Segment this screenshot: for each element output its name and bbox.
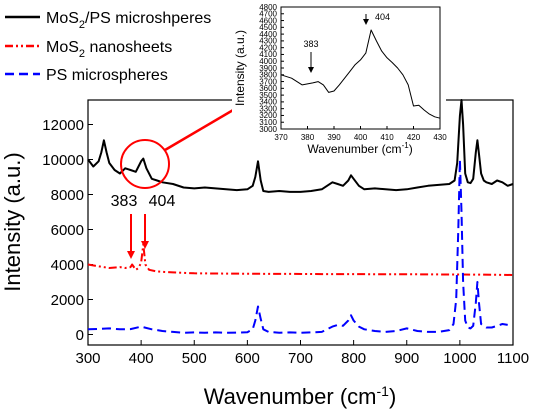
x-tick-label: 400 (129, 350, 154, 367)
y-tick-label: 4500 (259, 23, 277, 32)
main-y-axis-label: Intensity (a.u.) (0, 152, 25, 291)
y-tick-label: 3800 (259, 71, 277, 80)
legend-item-ps: PS microspheres (5, 67, 168, 84)
x-tick-label: 380 (301, 133, 315, 142)
x-tick-label: 1000 (443, 350, 476, 367)
x-tick-label: 800 (341, 350, 366, 367)
x-tick-label: 1100 (497, 350, 529, 367)
inset-y-axis: 3000310032003300340035003600370038003900… (259, 3, 284, 134)
y-tick-label: 3200 (259, 111, 277, 120)
x-tick-label: 370 (274, 133, 288, 142)
main-y-axis: 0 2000 4000 6000 8000 10000 12000 (42, 117, 93, 344)
annotation-404: 404 (149, 193, 176, 210)
inset-series-group (280, 29, 441, 119)
y-tick-label: 4000 (259, 57, 277, 66)
inset-annotation-404: 404 (375, 12, 390, 22)
y-tick-label: 4000 (51, 257, 84, 274)
y-tick-label: 3900 (259, 64, 277, 73)
peak-annotations: 383 404 (111, 104, 242, 259)
y-tick-label: 3300 (259, 104, 277, 113)
y-tick-label: 4800 (259, 3, 277, 12)
main-x-axis-label: Wavenumber (cm-1) (204, 383, 397, 409)
main-x-axis: 300 400 500 600 700 800 900 1000 1100 (75, 340, 529, 367)
y-tick-label: 4400 (259, 30, 277, 39)
series-line-0 (87, 99, 514, 193)
annotation-383: 383 (111, 193, 138, 210)
inset-background (232, 1, 446, 159)
inset-y-axis-label: Intensity (a.u.) (233, 30, 247, 106)
y-tick-label: 10000 (42, 152, 84, 169)
inset-plot: 3000310032003300340035003600370038003900… (232, 1, 447, 159)
y-tick-label: 3500 (259, 91, 277, 100)
y-tick-label: 4100 (259, 50, 277, 59)
x-tick-label: 300 (75, 350, 100, 367)
series-line-1 (87, 243, 514, 276)
legend: MoS2/PS microshperes MoS2 nanosheets PS … (5, 10, 211, 84)
y-tick-label: 3600 (259, 84, 277, 93)
y-tick-label: 8000 (51, 187, 84, 204)
series-line-2 (87, 158, 508, 334)
inset-x-axis: 370 380 390 400 410 420 430 (274, 126, 447, 142)
inset-x-axis-label: Wavenumber (cm-1) (307, 141, 412, 156)
x-tick-label: 400 (354, 133, 368, 142)
x-tick-label: 430 (433, 133, 447, 142)
x-tick-label: 600 (235, 350, 260, 367)
x-tick-label: 500 (182, 350, 207, 367)
inset-annotation-383: 383 (303, 39, 318, 49)
main-plot: 0 2000 4000 6000 8000 10000 12000 300 400 500 600… (0, 99, 529, 409)
legend-label-composite: MoS2/PS microshperes (46, 10, 211, 31)
legend-label-ps: PS microspheres (46, 67, 168, 84)
y-tick-label: 4600 (259, 16, 277, 25)
y-tick-label: 3400 (259, 98, 277, 107)
y-tick-label: 4300 (259, 37, 277, 46)
legend-label-nanosheets: MoS2 nanosheets (46, 39, 172, 60)
main-series-group (87, 99, 514, 334)
x-tick-label: 410 (380, 133, 394, 142)
x-tick-label: 420 (407, 133, 421, 142)
legend-item-composite: MoS2/PS microshperes (5, 10, 211, 31)
y-tick-label: 3700 (259, 77, 277, 86)
series-line-0 (280, 29, 441, 119)
y-tick-label: 3000 (259, 125, 277, 134)
y-tick-label: 4200 (259, 43, 277, 52)
legend-item-nanosheets: MoS2 nanosheets (5, 39, 172, 60)
y-tick-label: 0 (76, 327, 84, 344)
y-tick-label: 6000 (51, 222, 84, 239)
y-tick-label: 2000 (51, 292, 84, 309)
x-tick-label: 900 (394, 350, 419, 367)
y-tick-label: 4700 (259, 10, 277, 19)
x-tick-label: 390 (327, 133, 341, 142)
x-tick-label: 700 (288, 350, 313, 367)
highlight-circle (120, 139, 170, 189)
zoom-arrow (164, 104, 242, 152)
y-tick-label: 3100 (259, 118, 277, 127)
y-tick-label: 12000 (42, 117, 84, 134)
